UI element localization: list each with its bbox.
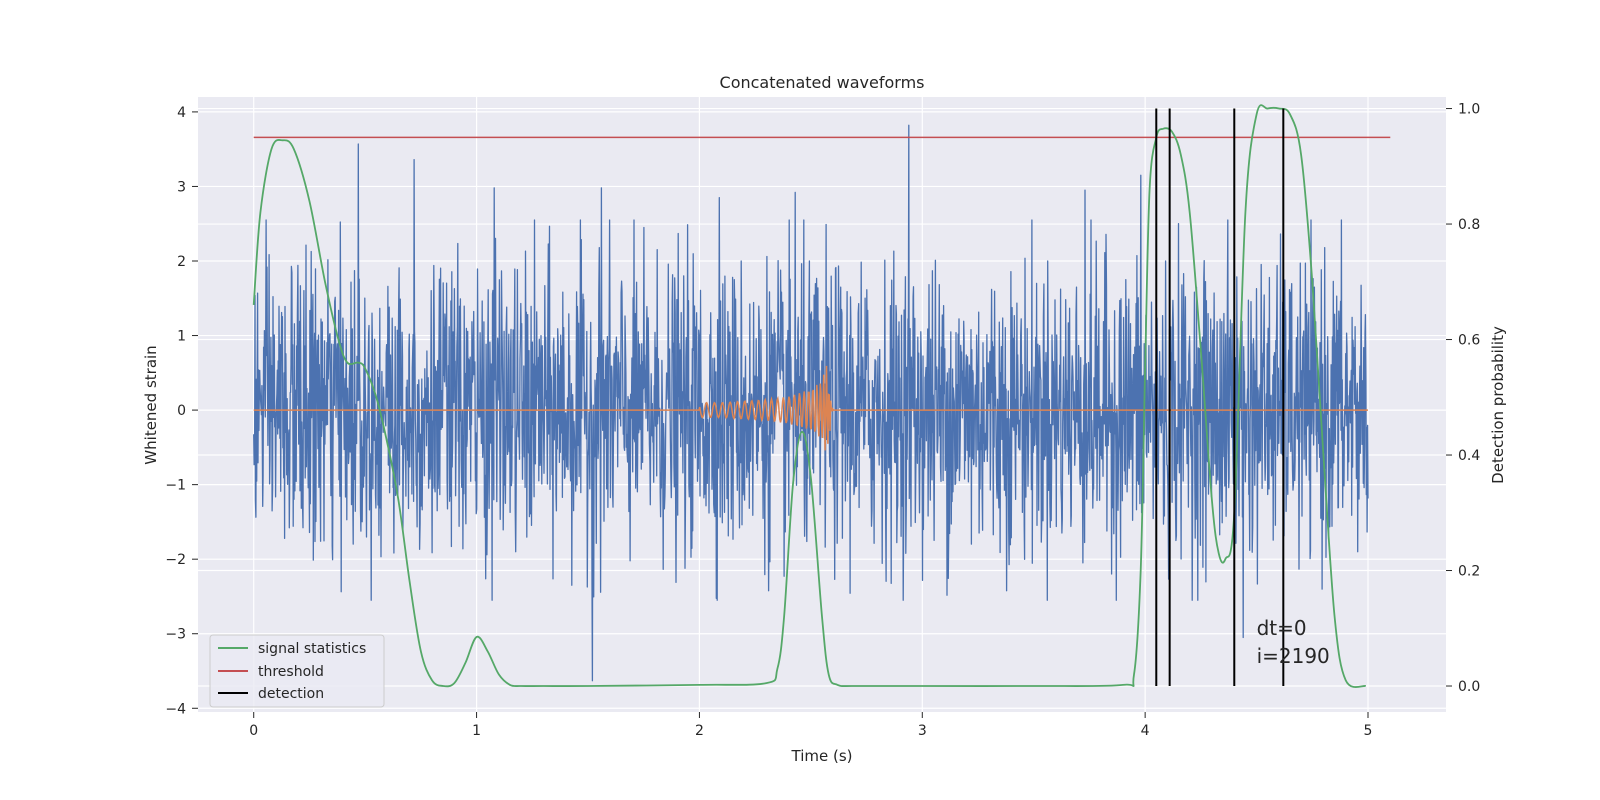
- y-right-axis-label: Detection probability: [1489, 326, 1507, 484]
- legend-box: [209, 634, 385, 708]
- y-axis-label: Whitened strain: [142, 345, 160, 464]
- y-tick-label: −1: [165, 478, 186, 494]
- chirp-series: [253, 365, 1368, 451]
- tick-labels: 0 1 2 3 4 5 −4 −3 −2 −1 0 1 2 3 4 0.0 0.2 0.4 0.6 0.8 1.0: [165, 102, 1480, 739]
- x-axis-label: Time (s): [791, 747, 853, 765]
- right-axis-series: [252, 104, 1391, 689]
- x-tick-label: 3: [918, 723, 927, 739]
- legend-label-threshold: threshold: [258, 664, 324, 680]
- x-tick-label: 1: [472, 723, 481, 739]
- annotation: dt=0 i=2190: [1257, 616, 1330, 668]
- signal-statistics-line: [252, 104, 1367, 689]
- y-tick-label: 3: [177, 179, 186, 195]
- noise-series: [253, 124, 1369, 682]
- x-tick-label: 0: [249, 723, 258, 739]
- legend-label-signal-statistics: signal statistics: [258, 641, 366, 657]
- y-right-tick-label: 0.2: [1458, 564, 1480, 580]
- y-tick-label: −4: [165, 701, 186, 717]
- y-tick-label: −3: [165, 627, 186, 643]
- annotation-dt: dt=0: [1257, 616, 1307, 640]
- annotation-index: i=2190: [1257, 644, 1330, 668]
- noise-line: [253, 124, 1369, 682]
- legend: signal statistics threshold detection: [209, 634, 385, 708]
- y-right-tick-label: 0.6: [1458, 333, 1480, 349]
- y-tick-label: 0: [177, 403, 186, 419]
- y-tick-label: 4: [177, 105, 186, 121]
- grid-lines: [198, 97, 1446, 712]
- x-tick-label: 5: [1364, 723, 1373, 739]
- y-right-tick-label: 0.4: [1458, 448, 1480, 464]
- y-tick-label: 2: [177, 254, 186, 270]
- chirp-line: [253, 365, 1368, 451]
- y-tick-label: −2: [165, 552, 186, 568]
- x-tick-label: 4: [1141, 723, 1150, 739]
- y-right-tick-label: 0.8: [1458, 217, 1480, 233]
- y-tick-label: 1: [177, 329, 186, 345]
- y-right-tick-label: 1.0: [1458, 102, 1480, 118]
- x-tick-label: 2: [695, 723, 704, 739]
- chart-title: Concatenated waveforms: [720, 73, 925, 92]
- y-right-tick-label: 0.0: [1458, 679, 1480, 695]
- legend-label-detection: detection: [258, 686, 324, 702]
